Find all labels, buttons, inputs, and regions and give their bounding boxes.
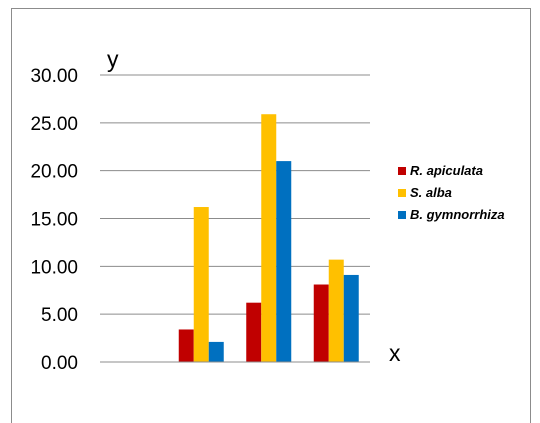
y-tick-label: 0.00	[41, 353, 78, 374]
y-tick-label: 20.00	[30, 162, 78, 183]
legend-label: S. alba	[410, 185, 452, 200]
bars	[178, 114, 359, 363]
y-tick-label: 10.00	[30, 257, 78, 278]
bar	[313, 284, 329, 362]
legend-swatch	[398, 189, 406, 197]
legend: R. apiculata S. alba B. gymnorrhiza	[398, 163, 505, 222]
gridlines	[100, 74, 370, 315]
legend-swatch	[398, 167, 406, 175]
bar	[193, 207, 209, 362]
bar	[343, 274, 359, 362]
bar	[261, 114, 277, 363]
legend-swatch	[398, 211, 406, 219]
bar	[246, 302, 262, 362]
y-tick-labels: 0.00 5.00 10.00 15.00 20.00 25.00 30.00	[30, 66, 78, 374]
legend-label: B. gymnorrhiza	[410, 207, 505, 222]
y-tick-label: 15.00	[30, 210, 78, 231]
x-axis-title: x	[389, 340, 401, 366]
legend-label: R. apiculata	[410, 163, 483, 178]
bar	[328, 259, 344, 362]
y-tick-label: 5.00	[41, 305, 78, 326]
y-tick-label: 25.00	[30, 114, 78, 135]
bar	[208, 341, 224, 362]
y-tick-label: 30.00	[30, 66, 78, 87]
bar	[178, 329, 194, 362]
bar	[276, 161, 292, 362]
y-axis-title: y	[107, 46, 119, 72]
